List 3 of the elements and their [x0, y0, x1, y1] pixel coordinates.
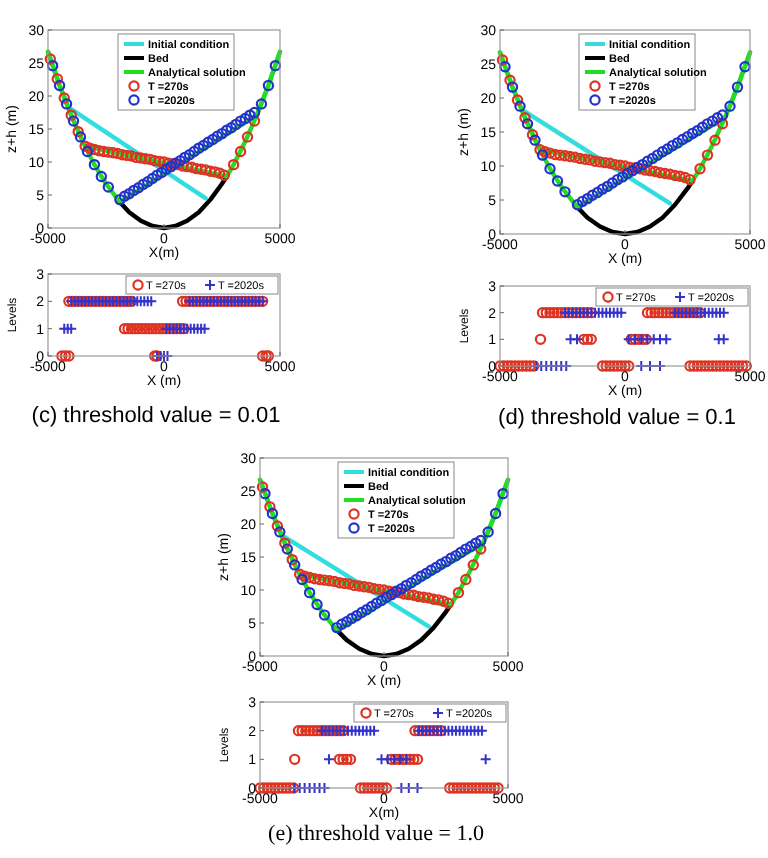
text: (e) threshold value = 1.0 [268, 822, 485, 846]
text: (c) threshold value = 0.01 [31, 404, 281, 428]
text: (d) threshold value = 0.1 [498, 406, 736, 430]
